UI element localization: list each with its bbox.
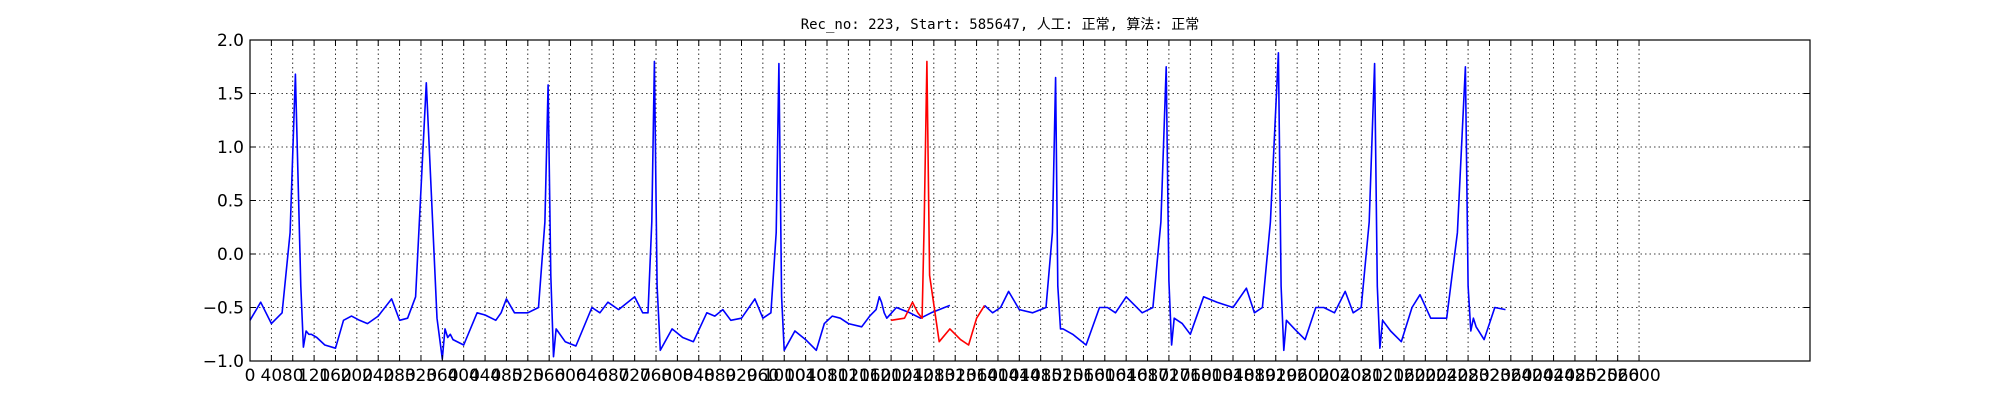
x-tick-label-14: 560 <box>533 366 565 386</box>
x-tick-label-37: 1480 <box>1019 366 1062 386</box>
x-tick-label-30: 1200 <box>869 366 912 386</box>
x-tick-label-11: 440 <box>469 366 501 386</box>
x-tick-label-55: 2200 <box>1404 366 1447 386</box>
x-tick-label-58: 2320 <box>1468 366 1511 386</box>
y-tick-label-5: 1.5 <box>217 85 244 105</box>
x-tick-label-2: 80 <box>282 366 304 386</box>
y-tick-label-2: 0.0 <box>217 245 244 265</box>
x-axis: 0 40 8012016020024028032036040044048052056… <box>245 40 1661 386</box>
y-tick-label-0: −1.0 <box>203 352 244 372</box>
x-tick-label-43: 1720 <box>1147 366 1190 386</box>
x-tick-label-15: 600 <box>554 366 586 386</box>
x-tick-label-60: 2400 <box>1511 366 1554 386</box>
chart-title: Rec_no: 223, Start: 585647, 人工: 正常, 算法: … <box>801 17 1200 33</box>
x-tick-label-39: 1560 <box>1062 366 1105 386</box>
x-tick-label-24: 960 <box>747 366 779 386</box>
x-tick-label-50: 2000 <box>1297 366 1340 386</box>
x-tick-label-3: 120 <box>298 366 330 386</box>
x-tick-label-57: 2280 <box>1446 366 1489 386</box>
x-tick-label-10: 400 <box>447 366 479 386</box>
x-tick-label-35: 1400 <box>976 366 1019 386</box>
x-tick-label-0: 0 <box>245 366 256 386</box>
x-tick-label-38: 1520 <box>1040 366 1083 386</box>
x-tick-label-40: 1600 <box>1083 366 1126 386</box>
x-tick-label-41: 1640 <box>1105 366 1148 386</box>
series-line-1 <box>890 60 986 346</box>
x-tick-label-9: 360 <box>426 366 458 386</box>
x-tick-label-46: 1840 <box>1211 366 1254 386</box>
x-tick-label-64: 2560 <box>1596 366 1639 386</box>
x-tick-label-34: 1360 <box>955 366 998 386</box>
x-tick-label-44: 1760 <box>1169 366 1212 386</box>
x-tick-label-47: 1880 <box>1233 366 1276 386</box>
x-tick-label-8: 320 <box>405 366 437 386</box>
x-tick-label-56: 2240 <box>1425 366 1468 386</box>
x-tick-label-45: 1800 <box>1190 366 1233 386</box>
y-axis: −1.0 −0.5 0.0 0.5 1.0 1.5 2.0 <box>203 31 1810 372</box>
x-tick-label-62: 2480 <box>1553 366 1596 386</box>
series-line-0 <box>249 60 951 360</box>
x-tick-label-17: 680 <box>597 366 629 386</box>
x-tick-label-36: 1440 <box>998 366 1041 386</box>
x-tick-label-26: 1040 <box>784 366 827 386</box>
y-tick-label-4: 1.0 <box>217 138 244 158</box>
x-tick-label-12: 480 <box>490 366 522 386</box>
x-tick-label-22: 880 <box>704 366 736 386</box>
x-tick-label-29: 1160 <box>848 366 891 386</box>
series-line-2 <box>984 51 1506 352</box>
x-tick-label-18: 720 <box>618 366 650 386</box>
x-tick-label-5: 200 <box>341 366 373 386</box>
x-tick-label-31: 1240 <box>891 366 934 386</box>
x-tick-label-33: 1320 <box>934 366 977 386</box>
x-tick-label-27: 1080 <box>805 366 848 386</box>
x-tick-label-25: 1000 <box>763 366 806 386</box>
x-tick-label-21: 840 <box>683 366 715 386</box>
x-tick-label-6: 240 <box>362 366 394 386</box>
y-tick-label-3: 0.5 <box>217 192 244 212</box>
x-tick-label-20: 800 <box>661 366 693 386</box>
x-tick-label-49: 1960 <box>1275 366 1318 386</box>
x-tick-label-42: 1680 <box>1126 366 1169 386</box>
x-tick-label-28: 1120 <box>827 366 870 386</box>
x-tick-label-19: 760 <box>640 366 672 386</box>
x-tick-label-13: 520 <box>512 366 544 386</box>
x-tick-label-65: 2600 <box>1617 366 1660 386</box>
x-tick-label-51: 2040 <box>1318 366 1361 386</box>
x-tick-label-16: 640 <box>576 366 608 386</box>
y-tick-label-6: 2.0 <box>217 31 244 51</box>
x-tick-label-32: 1280 <box>912 366 955 386</box>
x-tick-label-59: 2360 <box>1489 366 1532 386</box>
x-tick-label-4: 160 <box>319 366 351 386</box>
x-tick-label-61: 2440 <box>1532 366 1575 386</box>
x-tick-label-53: 2120 <box>1361 366 1404 386</box>
y-tick-label-1: −0.5 <box>203 299 244 319</box>
x-tick-label-54: 2160 <box>1382 366 1425 386</box>
series-lines <box>249 51 1506 360</box>
x-tick-label-23: 920 <box>725 366 757 386</box>
x-tick-label-52: 2080 <box>1340 366 1383 386</box>
x-tick-label-63: 2520 <box>1575 366 1618 386</box>
x-tick-label-1: 40 <box>261 366 283 386</box>
x-tick-label-48: 1920 <box>1254 366 1297 386</box>
x-tick-label-7: 280 <box>383 366 415 386</box>
